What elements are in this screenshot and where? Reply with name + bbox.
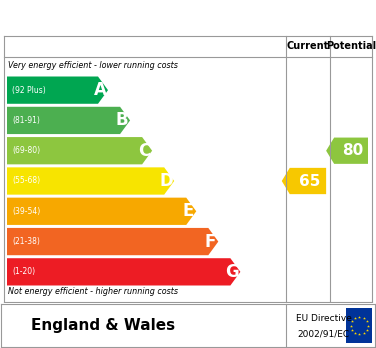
Text: B: B bbox=[116, 111, 128, 129]
Polygon shape bbox=[7, 137, 152, 164]
Polygon shape bbox=[7, 258, 240, 285]
Text: England & Wales: England & Wales bbox=[31, 318, 175, 333]
Text: (1-20): (1-20) bbox=[12, 267, 35, 276]
Text: (92 Plus): (92 Plus) bbox=[12, 86, 46, 95]
Polygon shape bbox=[7, 107, 130, 134]
Text: A: A bbox=[94, 81, 106, 99]
Text: Potential: Potential bbox=[326, 41, 376, 51]
Polygon shape bbox=[326, 137, 368, 164]
FancyBboxPatch shape bbox=[346, 308, 372, 343]
Text: EU Directive: EU Directive bbox=[296, 314, 352, 323]
Text: 2002/91/EC: 2002/91/EC bbox=[297, 329, 350, 338]
Text: (81-91): (81-91) bbox=[12, 116, 40, 125]
Text: G: G bbox=[226, 263, 239, 281]
Text: (69-80): (69-80) bbox=[12, 146, 40, 155]
Text: E: E bbox=[183, 202, 194, 220]
Text: (21-38): (21-38) bbox=[12, 237, 40, 246]
Polygon shape bbox=[282, 168, 326, 194]
Text: C: C bbox=[138, 142, 150, 160]
Text: (55-68): (55-68) bbox=[12, 176, 40, 185]
Text: Energy Efficiency Rating: Energy Efficiency Rating bbox=[11, 10, 221, 25]
Text: Not energy efficient - higher running costs: Not energy efficient - higher running co… bbox=[8, 287, 178, 296]
Polygon shape bbox=[7, 167, 174, 195]
Text: 65: 65 bbox=[299, 174, 321, 189]
Text: Current: Current bbox=[287, 41, 329, 51]
Text: Very energy efficient - lower running costs: Very energy efficient - lower running co… bbox=[8, 62, 178, 71]
Polygon shape bbox=[7, 228, 218, 255]
Text: D: D bbox=[159, 172, 173, 190]
Text: F: F bbox=[205, 232, 216, 251]
Text: (39-54): (39-54) bbox=[12, 207, 40, 216]
Text: 80: 80 bbox=[343, 143, 364, 158]
Polygon shape bbox=[7, 198, 196, 225]
Polygon shape bbox=[7, 77, 108, 104]
